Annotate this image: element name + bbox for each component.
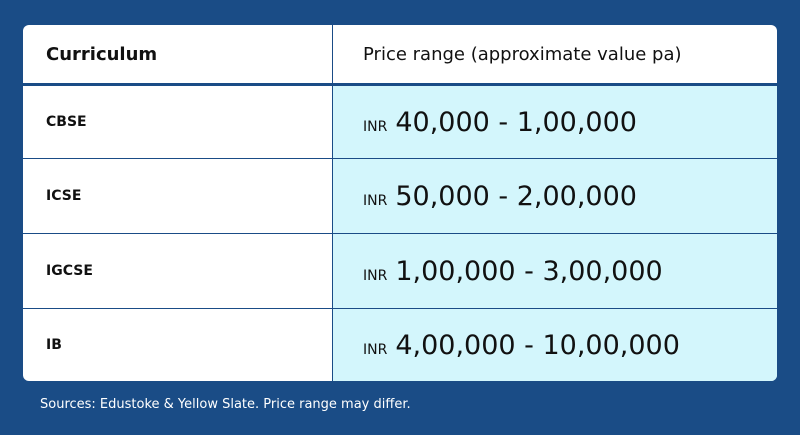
price-text: INR 4,00,000 - 10,00,000 bbox=[363, 330, 680, 361]
table-row: IGCSE INR 1,00,000 - 3,00,000 bbox=[23, 234, 777, 309]
curriculum-cell: IGCSE bbox=[23, 234, 333, 308]
price-range: 50,000 - 2,00,000 bbox=[395, 180, 637, 212]
price-text: INR 1,00,000 - 3,00,000 bbox=[363, 256, 663, 287]
currency: INR bbox=[363, 341, 388, 358]
price-range: 40,000 - 1,00,000 bbox=[395, 106, 637, 138]
price-text: INR 40,000 - 1,00,000 bbox=[363, 107, 637, 138]
curriculum-cell: ICSE bbox=[23, 159, 333, 233]
header-cell: Curriculum bbox=[23, 25, 333, 83]
curriculum-cell: IB bbox=[23, 309, 333, 381]
header-cell: Price range (approximate value pa) bbox=[363, 43, 682, 65]
curriculum-cell: CBSE bbox=[23, 86, 333, 158]
header-row: Curriculum Price range (approximate value… bbox=[23, 25, 777, 86]
price-range: 1,00,000 - 3,00,000 bbox=[395, 255, 663, 287]
price-cell: INR 50,000 - 2,00,000 bbox=[333, 159, 777, 233]
table-row: IB INR 4,00,000 - 10,00,000 bbox=[23, 309, 777, 381]
currency: INR bbox=[363, 192, 388, 209]
price-cell: INR 4,00,000 - 10,00,000 bbox=[333, 309, 777, 381]
source-note: Sources: Edustoke & Yellow Slate. Price … bbox=[40, 397, 411, 412]
currency: INR bbox=[363, 267, 388, 284]
currency: INR bbox=[363, 118, 388, 135]
price-cell: INR 40,000 - 1,00,000 bbox=[333, 86, 777, 158]
table: Curriculum Price range (approximate value… bbox=[23, 25, 777, 381]
price-cell: INR 1,00,000 - 3,00,000 bbox=[333, 234, 777, 308]
table-row: ICSE INR 50,000 - 2,00,000 bbox=[23, 159, 777, 234]
table-row: CBSE INR 40,000 - 1,00,000 bbox=[23, 86, 777, 159]
price-range: 4,00,000 - 10,00,000 bbox=[395, 329, 680, 361]
price-text: INR 50,000 - 2,00,000 bbox=[363, 181, 637, 212]
